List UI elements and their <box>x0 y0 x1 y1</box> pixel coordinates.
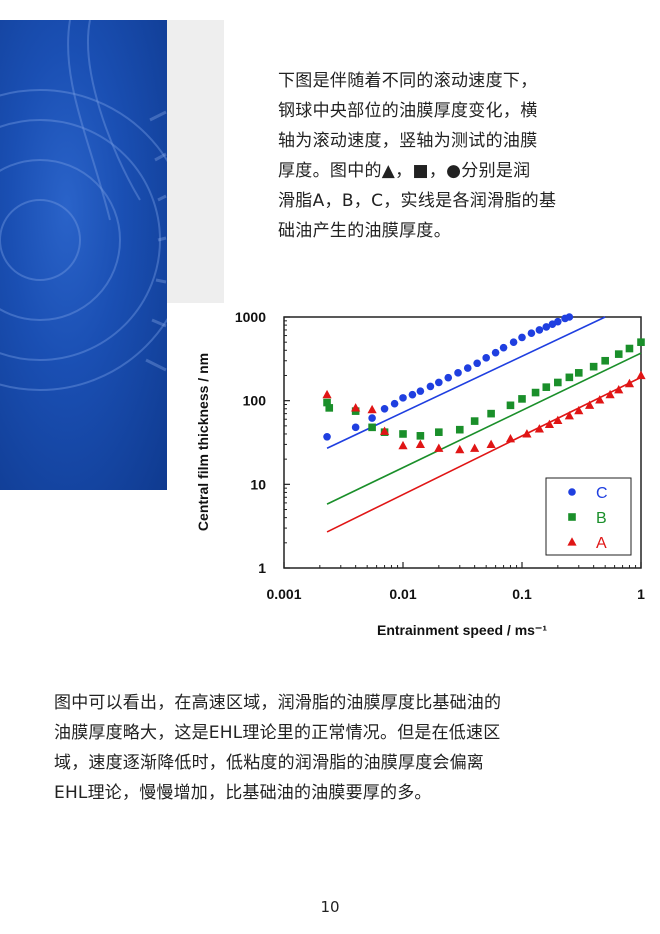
y-tick-label: 100 <box>243 393 267 409</box>
point-grease-b <box>589 362 598 371</box>
legend-label-a: A <box>596 535 607 552</box>
point-grease-c <box>499 343 508 352</box>
point-grease-a <box>574 405 584 415</box>
point-grease-a <box>398 440 408 450</box>
point-grease-c <box>565 313 574 321</box>
point-grease-c <box>491 348 500 357</box>
x-axis-label: Entrainment speed / ms⁻¹ <box>377 622 547 638</box>
decorative-panel <box>167 20 224 303</box>
point-grease-a <box>415 439 425 449</box>
point-grease-c <box>535 326 544 334</box>
legend: CBA <box>545 477 632 556</box>
point-grease-c <box>509 338 518 346</box>
point-grease-c <box>368 414 376 422</box>
x-tick-label: 0.01 <box>389 586 416 602</box>
point-grease-b <box>542 383 551 391</box>
point-grease-a <box>585 400 595 409</box>
point-grease-a <box>434 443 444 452</box>
legend-marker-b <box>568 513 576 521</box>
point-grease-b <box>399 430 407 438</box>
point-grease-b <box>565 373 574 382</box>
point-grease-c <box>518 333 526 342</box>
point-grease-b <box>614 350 623 358</box>
y-tick-label: 10 <box>250 476 266 492</box>
point-grease-c <box>390 399 399 408</box>
point-grease-a <box>522 429 532 438</box>
point-grease-a <box>455 444 465 454</box>
point-grease-b <box>574 369 583 377</box>
plot-frame <box>283 316 642 569</box>
point-grease-a <box>367 404 377 414</box>
axis-ticks: 0.001 0.01 0.1 1 1 10 100 1000 <box>235 309 645 602</box>
point-grease-a <box>564 410 574 420</box>
point-grease-a <box>322 389 332 399</box>
point-grease-a <box>544 419 555 429</box>
point-grease-a <box>614 384 624 394</box>
point-grease-c <box>408 390 417 399</box>
point-grease-b <box>455 425 464 434</box>
legend-label-b: B <box>596 510 607 527</box>
point-grease-c <box>380 404 389 413</box>
point-grease-c <box>444 373 453 382</box>
point-grease-a <box>595 395 605 404</box>
point-grease-c <box>482 354 490 362</box>
point-grease-c <box>463 364 472 372</box>
point-grease-a <box>505 434 516 443</box>
point-grease-c <box>554 317 562 326</box>
point-grease-b <box>637 338 645 346</box>
point-grease-b <box>531 388 540 397</box>
point-grease-a <box>553 415 563 425</box>
gear-photo <box>0 20 167 490</box>
legend-marker-c <box>568 488 576 496</box>
point-grease-a <box>470 443 480 452</box>
body-paragraph: 图中可以看出，在高速区域，润滑脂的油膜厚度比基础油的 油膜厚度略大，这是EHL理… <box>54 693 502 803</box>
point-grease-b <box>554 378 562 387</box>
point-grease-c <box>351 423 360 432</box>
point-grease-b <box>323 398 331 407</box>
point-grease-b <box>470 417 479 425</box>
point-grease-c <box>323 432 331 441</box>
intro-paragraph: 下图是伴随着不同的滚动速度下， 钢球中央部位的油膜厚度变化，横 轴为滚动速度，竖… <box>278 71 557 241</box>
point-grease-b <box>506 401 515 410</box>
point-grease-b <box>625 344 634 353</box>
y-tick-label: 1 <box>258 560 266 576</box>
point-grease-b <box>416 432 425 440</box>
chart-svg: 0.001 0.01 0.1 1 1 10 100 1000 CBA Entrainment … <box>195 309 646 638</box>
point-grease-c <box>435 378 443 387</box>
y-axis-label: Central film thickness / nm <box>195 353 211 531</box>
x-tick-label: 0.001 <box>266 586 301 602</box>
point-grease-a <box>486 439 496 449</box>
point-grease-c <box>454 369 462 377</box>
point-grease-c <box>542 323 551 331</box>
point-grease-b <box>368 423 376 432</box>
point-grease-b <box>435 428 443 436</box>
point-grease-c <box>399 394 407 402</box>
point-grease-a <box>605 389 615 399</box>
point-grease-b <box>601 356 609 365</box>
point-grease-c <box>527 329 536 338</box>
y-tick-label: 1000 <box>235 309 266 325</box>
page-number: 10 <box>320 898 340 916</box>
legend-box <box>545 477 632 556</box>
x-tick-label: 1 <box>637 586 645 602</box>
base-oil-line-b <box>326 352 642 505</box>
data-points <box>322 313 646 454</box>
point-grease-c <box>416 387 425 395</box>
point-grease-a <box>636 370 646 380</box>
point-grease-a <box>379 426 390 435</box>
point-grease-b <box>487 409 495 418</box>
point-grease-c <box>426 382 435 391</box>
legend-label-c: C <box>596 485 608 502</box>
x-tick-label: 0.1 <box>512 586 532 602</box>
point-grease-a <box>624 378 635 388</box>
point-grease-b <box>518 395 526 403</box>
point-grease-a <box>351 403 361 412</box>
point-grease-b <box>325 404 334 412</box>
point-grease-c <box>473 359 481 368</box>
legend-marker-a <box>567 537 577 546</box>
point-grease-a <box>534 424 544 433</box>
